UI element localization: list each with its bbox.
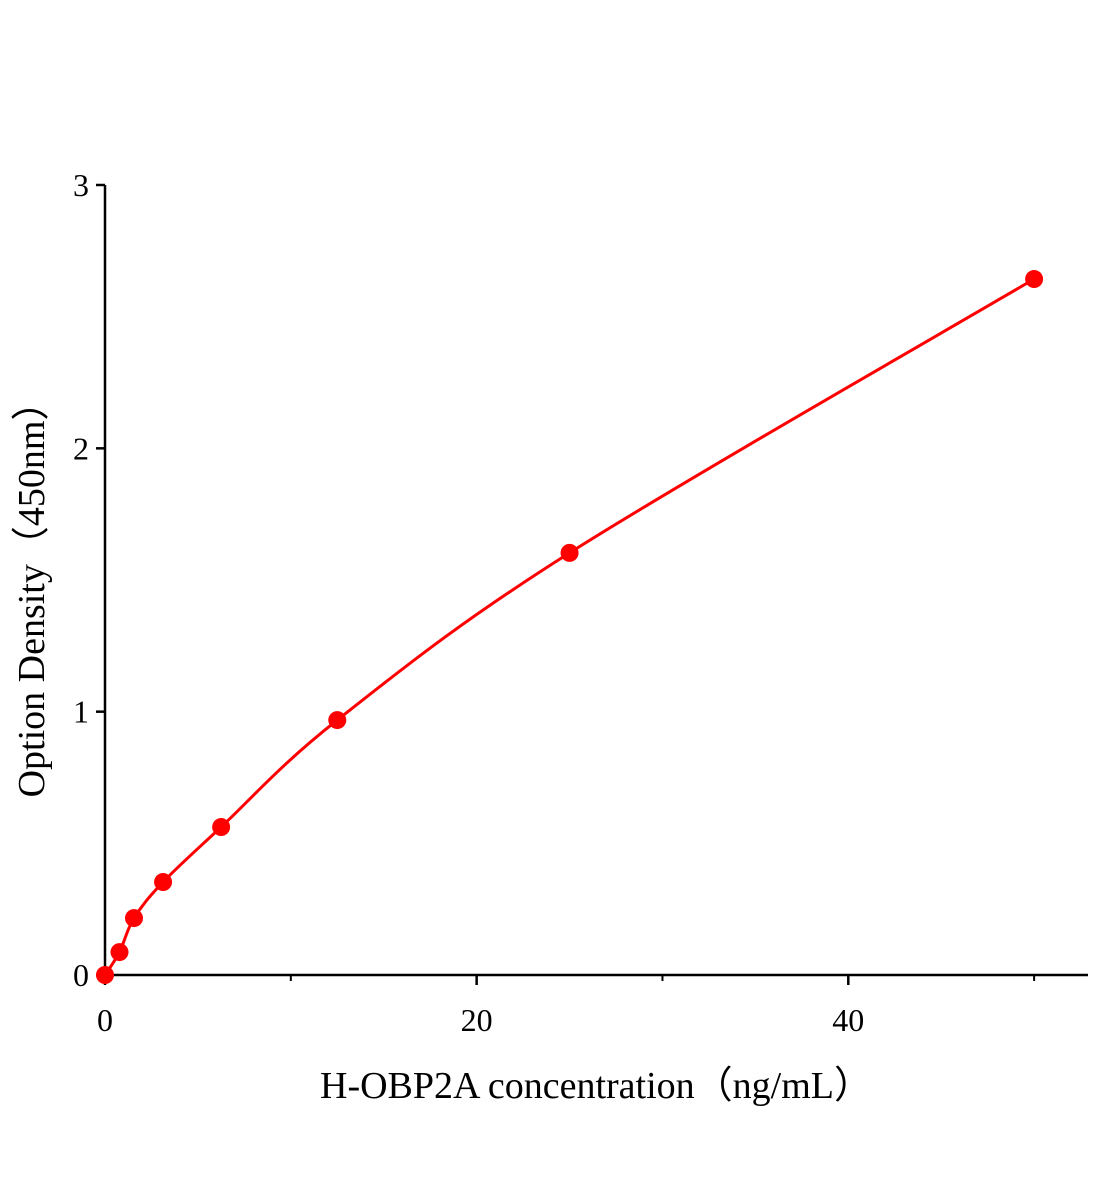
data-point <box>212 818 231 837</box>
data-points <box>96 270 1044 984</box>
data-point <box>1025 270 1044 289</box>
x-tick-label: 40 <box>832 1002 864 1038</box>
y-tick-label: 3 <box>73 167 89 203</box>
y-tick-label: 1 <box>73 694 89 730</box>
data-point <box>110 943 129 962</box>
x-tick-label: 0 <box>97 1002 113 1038</box>
data-point <box>124 909 143 928</box>
data-point <box>96 966 114 984</box>
y-tick-label: 0 <box>73 957 89 993</box>
x-tick-label: 20 <box>461 1002 493 1038</box>
y-tick-label: 2 <box>73 430 89 466</box>
data-point <box>328 711 347 730</box>
data-point <box>560 543 579 562</box>
x-axis-label: H-OBP2A concentration（ng/mL） <box>320 1065 872 1107</box>
axes: 0 1 2 3 0 20 40 <box>73 167 1088 1038</box>
data-point <box>154 873 173 892</box>
fit-curve <box>103 277 1035 976</box>
y-axis-label: Option Density（450nm） <box>11 383 53 798</box>
